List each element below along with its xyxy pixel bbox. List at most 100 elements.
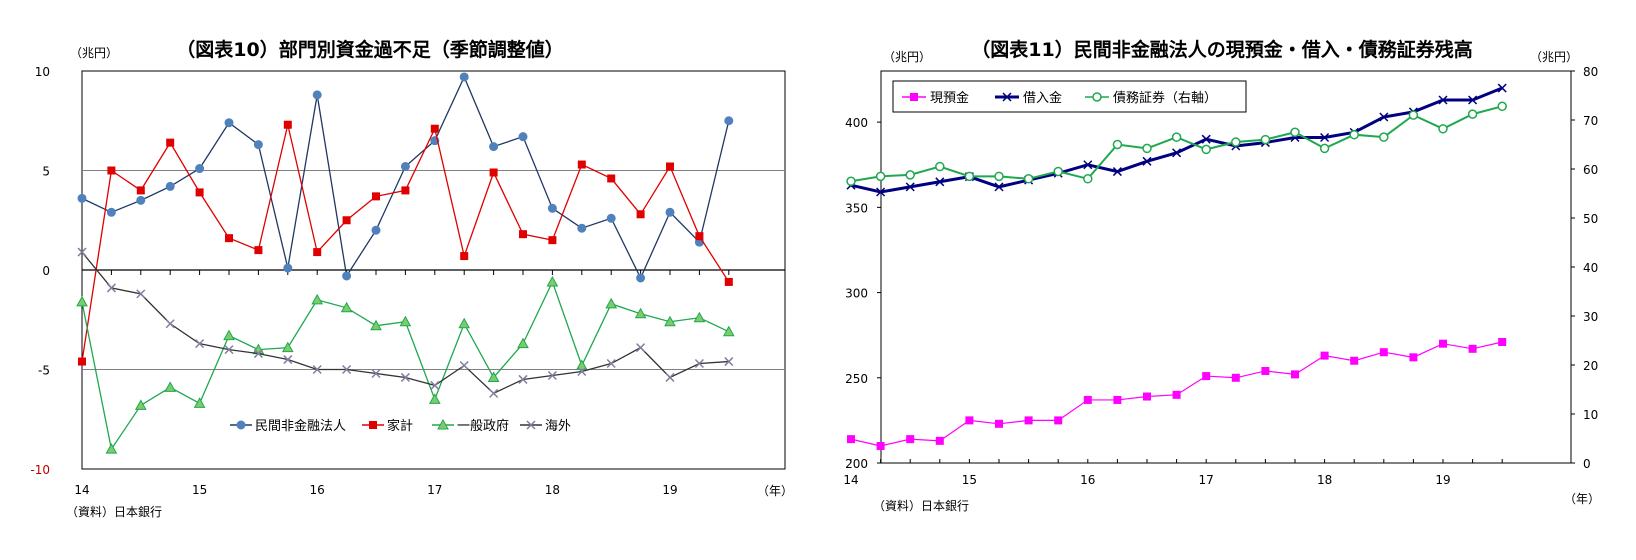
chart10-point [664,315,676,327]
chart10-point [134,399,147,410]
chart10-point [489,142,499,152]
chart10-point [77,193,87,203]
chart10-point [370,319,382,331]
chart11-point [1291,370,1299,379]
chart10-y-tick-label: -5 [38,364,50,378]
chart11-point [1172,148,1182,158]
chart10-point [371,225,381,235]
chart11-point [1350,356,1359,365]
chart10-point [195,188,204,197]
chart11-point [1083,395,1092,404]
chart11-point [1438,124,1448,134]
chart10-point [311,293,324,305]
chart11-point [905,170,915,180]
chart11-legend-label: 債務証券（右軸） [1113,90,1217,106]
chart10-x-tick-label: 18 [545,483,560,497]
chart11-point [1202,372,1211,381]
chart10-point [519,230,527,239]
chart10-point [399,315,412,327]
chart11-point [1439,339,1447,348]
chart11-point [1468,344,1477,353]
chart11-point [1320,351,1329,360]
chart11-legend-marker [1002,92,1012,102]
chart10-point [136,289,146,299]
chart10-point [107,166,116,175]
chart10-point [224,118,234,128]
chart11-point [935,436,944,445]
chart10-point [577,223,587,233]
chart11-series [846,83,1507,450]
chart10-point [548,236,557,245]
chart10-point [224,345,234,355]
chart10-point [106,207,116,217]
chart10-point [136,195,146,205]
chart10-point [459,360,469,371]
chart11-point [1468,95,1478,105]
chart11-legend-label: 現預金 [930,90,969,106]
chart10-point [665,207,675,217]
chart10-point [636,273,646,283]
chart11-legend-label: 借入金 [1023,90,1062,106]
chart10-point [342,216,351,225]
chart11-point [964,171,975,182]
chart11-point [965,416,974,425]
chart11-point [1171,132,1182,142]
chart11-point [1143,392,1151,401]
chart11-x-tick-label: 14 [843,473,858,487]
chart11-y-tick-label: 200 [845,457,868,471]
chart10-point [77,247,87,257]
chart11-series-1 [846,83,1507,197]
chart-corporate-balances: （図表11）民間非金融法人の現預金・借入・債務証券残高 （兆円） （兆円） 40… [843,38,1600,513]
chart11-y2-tick-label: 30 [1583,310,1598,324]
chart10-point [401,186,410,195]
chart11-point [1467,109,1478,119]
chart10-point [283,120,292,129]
chart10-point [606,213,616,223]
chart11-point [1349,129,1359,140]
chart11-plot-area [880,70,1572,464]
chart11-point [1231,373,1240,382]
chart10-point [165,319,175,329]
chart10-point [665,372,675,382]
chart11-point [994,182,1004,192]
chart11-point [1409,353,1418,362]
chart10-point [78,357,86,366]
chart10-x-tick-label: 17 [427,483,442,497]
chart10-point [340,301,353,313]
chart11-point [1498,337,1507,346]
chart10-point [164,381,177,392]
chart11-legend-marker [1092,92,1102,102]
chart10-point [283,263,293,273]
chart10-point [489,388,499,398]
chart11-point [1201,144,1211,155]
chart11-y-tick-label: 400 [845,116,868,130]
chart11-y2-tick-label: 70 [1583,114,1598,128]
chart11-point [1083,160,1093,170]
chart10-point [253,140,263,150]
chart10-point [428,393,441,404]
chart10-point [575,359,588,371]
chart10-point [313,248,322,257]
chart10-point [195,339,205,349]
chart10-point [430,380,440,390]
chart10-series-2 [76,275,735,454]
chart11-x-tick-label: 18 [1317,473,1332,487]
chart10-title: （図表10）部門別資金過不足（季節調整値） [176,38,563,61]
chart10-legend-marker [437,418,449,430]
chart11-point [1172,390,1181,399]
chart10-unit-label: （兆円） [70,46,118,60]
chart10-legend-marker [236,420,246,430]
chart11-source: （資料）日本銀行 [873,499,969,513]
chart10-x-unit: （年） [757,484,793,498]
chart11-point [1320,132,1330,143]
chart11-point [875,171,886,182]
chart10-point [546,275,559,287]
chart10-point [430,124,439,133]
chart10-legend-marker [526,420,536,430]
chart11-point [847,435,855,444]
chart11-y-tick-label: 250 [845,372,868,386]
chart11-x-tick-label: 16 [1080,473,1095,487]
chart11-x-tick-label: 17 [1199,473,1214,487]
